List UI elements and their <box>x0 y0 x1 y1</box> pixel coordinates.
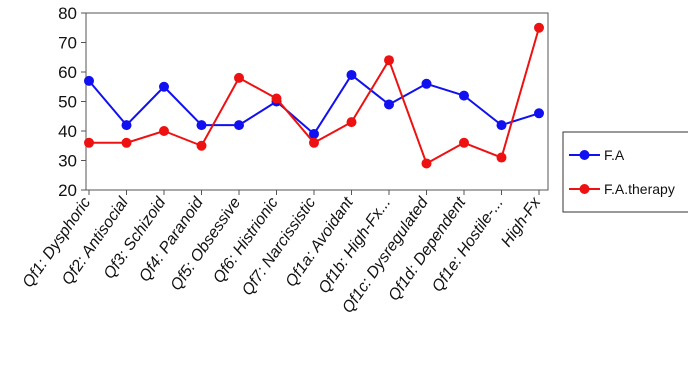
legend-label: F.A.therapy <box>604 181 675 197</box>
data-point <box>421 78 432 89</box>
data-point <box>384 99 394 110</box>
data-point <box>346 69 357 80</box>
data-point <box>121 137 132 148</box>
data-point <box>496 152 507 163</box>
legend: F.A F.A.therapy <box>562 131 688 213</box>
data-point <box>159 81 169 92</box>
legend-box <box>562 131 688 213</box>
legend-swatch-marker <box>579 150 590 160</box>
y-tick-label: 70 <box>58 34 77 53</box>
data-point <box>496 120 507 131</box>
legend-swatch-marker <box>579 184 590 194</box>
y-tick-label: 30 <box>58 152 77 171</box>
series-layer <box>84 22 544 169</box>
y-tick-label: 60 <box>58 63 77 82</box>
data-point <box>84 75 94 86</box>
data-point <box>459 137 469 148</box>
data-point <box>271 93 282 104</box>
data-point <box>196 120 207 131</box>
data-point <box>346 117 357 128</box>
data-point <box>234 72 244 83</box>
data-point <box>421 158 432 169</box>
plot-area <box>85 12 549 191</box>
data-point <box>121 120 132 131</box>
data-point <box>234 120 244 131</box>
y-tick-label: 80 <box>58 4 77 23</box>
y-tick-label: 50 <box>58 93 77 112</box>
data-point <box>84 137 94 148</box>
legend-label: F.A <box>604 147 625 163</box>
data-point <box>309 128 319 139</box>
data-point <box>159 126 169 136</box>
y-tick-label: 20 <box>58 181 77 200</box>
data-point <box>534 22 544 33</box>
data-point <box>196 140 207 151</box>
data-point <box>309 137 319 148</box>
data-point <box>534 108 544 119</box>
data-point <box>384 55 394 66</box>
y-tick-label: 40 <box>58 122 77 141</box>
x-tick-label: High-Fx <box>498 194 545 250</box>
data-point <box>459 90 469 101</box>
y-axis: 20 30 40 50 60 70 80 <box>58 4 86 200</box>
